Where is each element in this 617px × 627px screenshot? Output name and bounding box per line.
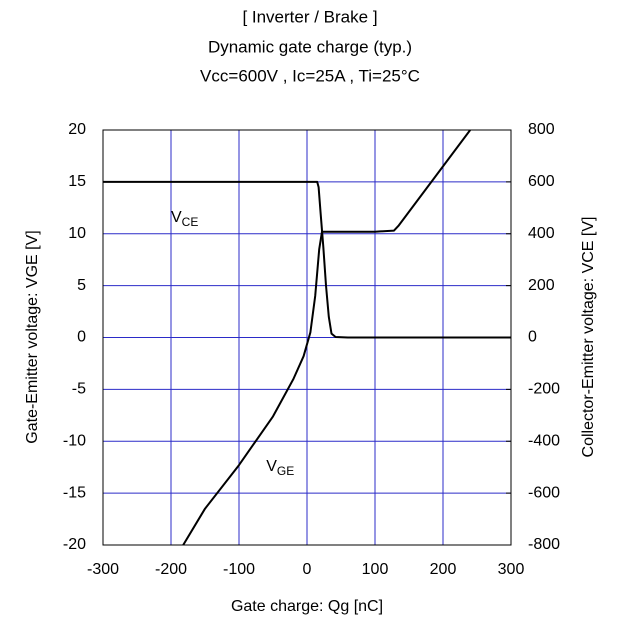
y2-tick-label: -800 <box>528 536 560 553</box>
y-tick-label: -20 <box>63 536 86 553</box>
y2-axis-label: Collector-Emitter voltage: VCE [V] <box>580 217 597 458</box>
x-tick-label: 100 <box>362 561 389 578</box>
y2-tick-label: 400 <box>528 225 555 242</box>
x-tick-label: -300 <box>87 561 119 578</box>
x-tick-label: 0 <box>303 561 312 578</box>
y-tick-label: -10 <box>63 432 86 449</box>
y-tick-label: 15 <box>68 173 86 190</box>
y-tick-label: -5 <box>72 381 86 398</box>
data-line <box>103 180 511 339</box>
x-tick-label: 300 <box>498 561 525 578</box>
y2-tick-label: 0 <box>528 329 537 346</box>
y2-tick-label: -600 <box>528 484 560 501</box>
annotation-sub: CE <box>182 215 199 229</box>
y2-tick-label: -200 <box>528 381 560 398</box>
annotation: VGE <box>266 458 294 478</box>
data-line <box>182 130 472 545</box>
chart-conditions: Vcc=600V , Ic=25A , Ti=25°C <box>200 66 420 85</box>
y-tick-label: 0 <box>77 329 86 346</box>
x-axis-label: Gate charge: Qg [nC] <box>231 598 383 615</box>
chart-subtitle: Dynamic gate charge (typ.) <box>208 37 412 56</box>
annotation-text: V <box>266 458 277 475</box>
annotation-sub: GE <box>277 464 294 478</box>
y-tick-label: 20 <box>68 121 86 138</box>
y2-tick-label: -400 <box>528 432 560 449</box>
y2-tick-label: 600 <box>528 173 555 190</box>
annotation: VCE <box>171 209 198 229</box>
y-axis-label: Gate-Emitter voltage: VGE [V] <box>24 230 41 443</box>
annotation-text: V <box>171 209 182 226</box>
x-tick-label: 200 <box>430 561 457 578</box>
x-tick-label: -100 <box>223 561 255 578</box>
y-tick-label: -15 <box>63 484 86 501</box>
y-tick-label: 10 <box>68 225 86 242</box>
chart-title: [ Inverter / Brake ] <box>242 7 377 26</box>
y2-tick-label: 800 <box>528 121 555 138</box>
y-tick-label: 5 <box>77 277 86 294</box>
y2-tick-label: 200 <box>528 277 555 294</box>
x-tick-label: -200 <box>155 561 187 578</box>
